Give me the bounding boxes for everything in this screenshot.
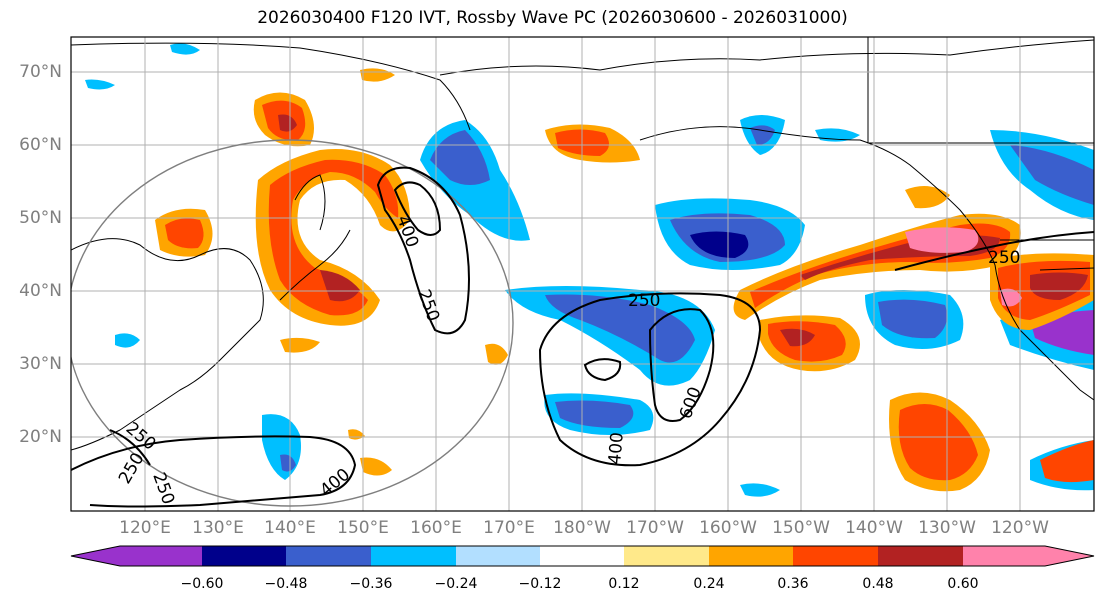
colorbar-segment xyxy=(202,546,286,566)
map-frame xyxy=(70,36,1095,512)
contour-line xyxy=(393,181,442,236)
contour-label: 250 xyxy=(628,291,660,311)
lon-label: 170°E xyxy=(483,518,535,538)
coastline xyxy=(294,174,326,231)
anomaly-patch xyxy=(1040,440,1094,483)
lon-label: 130°E xyxy=(192,518,244,538)
coastline xyxy=(71,238,264,451)
colorbar-extend-left xyxy=(71,546,120,566)
anomaly-patch xyxy=(780,328,815,347)
colorbar-segment xyxy=(456,546,540,566)
colorbar-tick-label: −0.36 xyxy=(349,576,393,592)
contour-line xyxy=(648,308,715,422)
lon-label: 180°W xyxy=(553,518,611,538)
colorbar-extend-right xyxy=(1045,546,1094,566)
anomaly-patch xyxy=(430,130,490,185)
lon-label: 120°E xyxy=(119,518,171,538)
map-title: 2026030400 F120 IVT, Rossby Wave PC (202… xyxy=(257,8,848,28)
colorbar-tick-label: 0.36 xyxy=(777,576,809,592)
anomaly-patch xyxy=(905,227,979,253)
lon-label: 160°E xyxy=(410,518,462,538)
lon-label: 160°W xyxy=(699,518,757,538)
colorbar xyxy=(70,545,1095,567)
lat-label: 70°N xyxy=(19,62,62,82)
lat-label: 40°N xyxy=(19,281,62,301)
colorbar-segment xyxy=(624,546,709,566)
colorbar-tick-label: 0.24 xyxy=(693,576,725,592)
colorbar-segment xyxy=(709,546,793,566)
colorbar-tick-label: −0.24 xyxy=(434,576,478,592)
lon-label: 150°E xyxy=(337,518,389,538)
colorbar-segment xyxy=(878,546,963,566)
lon-label: 150°W xyxy=(772,518,830,538)
anomaly-patch xyxy=(278,114,297,132)
anomaly-patch xyxy=(115,333,140,348)
colorbar-tick-label: 0.60 xyxy=(947,576,979,592)
colorbar-segment xyxy=(286,546,371,566)
colorbar-segment xyxy=(371,546,456,566)
anomaly-patch xyxy=(85,79,115,90)
coastline xyxy=(71,42,471,131)
anomaly-patch xyxy=(170,43,200,55)
positive-anomaly-patches xyxy=(155,68,1094,492)
colorbar-segment xyxy=(793,546,878,566)
lat-label: 30°N xyxy=(19,354,62,374)
lon-label: 140°W xyxy=(845,518,903,538)
colorbar-tick-label: −0.12 xyxy=(518,576,562,592)
contour-label: 400 xyxy=(605,431,628,465)
contour-line xyxy=(538,292,762,467)
coastline xyxy=(1039,267,1094,271)
colorbar-segment xyxy=(120,546,202,566)
colorbar-outline xyxy=(70,545,1095,567)
colorbar-segment xyxy=(540,546,624,566)
anomaly-patch xyxy=(690,231,749,258)
lon-label: 120°W xyxy=(991,518,1049,538)
anomaly-patch xyxy=(750,125,775,145)
anomaly-patch xyxy=(1030,272,1088,300)
lat-label: 60°N xyxy=(19,135,62,155)
colorbar-tick-label: 0.48 xyxy=(862,576,894,592)
contour-line xyxy=(583,358,622,382)
ivt-contours xyxy=(71,166,1094,508)
anomaly-patch xyxy=(878,299,948,339)
anomaly-patch xyxy=(898,404,978,481)
contour-line xyxy=(376,166,470,335)
colorbar-tick-label: −0.60 xyxy=(180,576,224,592)
anomaly-patch xyxy=(320,270,360,302)
contour-line xyxy=(894,231,1094,271)
colorbar-tick-label: −0.48 xyxy=(264,576,308,592)
anomaly-patch xyxy=(1010,145,1094,205)
anomaly-patch xyxy=(485,343,508,365)
lat-label: 20°N xyxy=(19,427,62,447)
anomaly-patch xyxy=(268,159,399,316)
contour-label: 250 xyxy=(988,248,1020,268)
anomaly-patch xyxy=(280,454,296,472)
contour-line xyxy=(109,429,151,466)
colorbar-tick-label: 0.12 xyxy=(608,576,640,592)
coastline xyxy=(279,229,351,301)
lon-label: 140°E xyxy=(264,518,316,538)
contour-line xyxy=(71,435,357,508)
anomaly-patch xyxy=(360,457,392,476)
anomaly-patch xyxy=(905,186,950,209)
anomaly-patch xyxy=(165,218,204,249)
anomaly-patch xyxy=(740,483,780,497)
lon-label: 170°W xyxy=(626,518,684,538)
anomaly-patch xyxy=(555,400,634,428)
coastline xyxy=(439,39,1094,76)
lat-label: 50°N xyxy=(19,208,62,228)
lon-label: 130°W xyxy=(918,518,976,538)
reference-circle xyxy=(71,139,514,507)
colorbar-segment xyxy=(963,546,1045,566)
